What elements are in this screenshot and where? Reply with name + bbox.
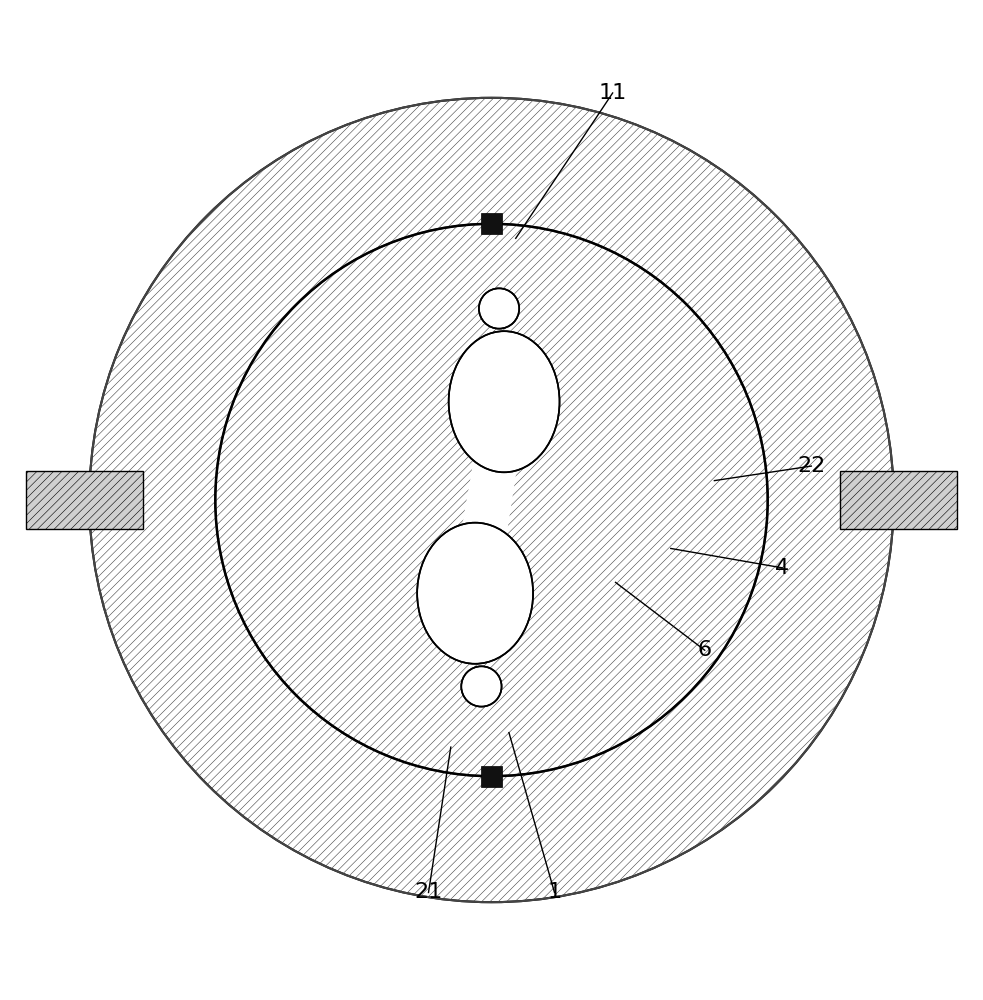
Circle shape (461, 666, 501, 707)
Bar (27, 471, 143, 529)
Ellipse shape (448, 331, 559, 472)
Circle shape (215, 224, 768, 776)
Circle shape (89, 98, 894, 902)
Text: 4: 4 (776, 558, 789, 578)
Bar (840, 471, 956, 529)
Ellipse shape (417, 523, 533, 664)
Bar (481, 766, 502, 787)
Text: 22: 22 (797, 456, 826, 476)
Polygon shape (458, 444, 521, 551)
Text: 1: 1 (548, 882, 561, 902)
Text: 11: 11 (599, 83, 627, 103)
Text: 21: 21 (415, 882, 442, 902)
Bar (481, 213, 502, 234)
Text: 6: 6 (698, 640, 712, 660)
Circle shape (479, 288, 519, 329)
